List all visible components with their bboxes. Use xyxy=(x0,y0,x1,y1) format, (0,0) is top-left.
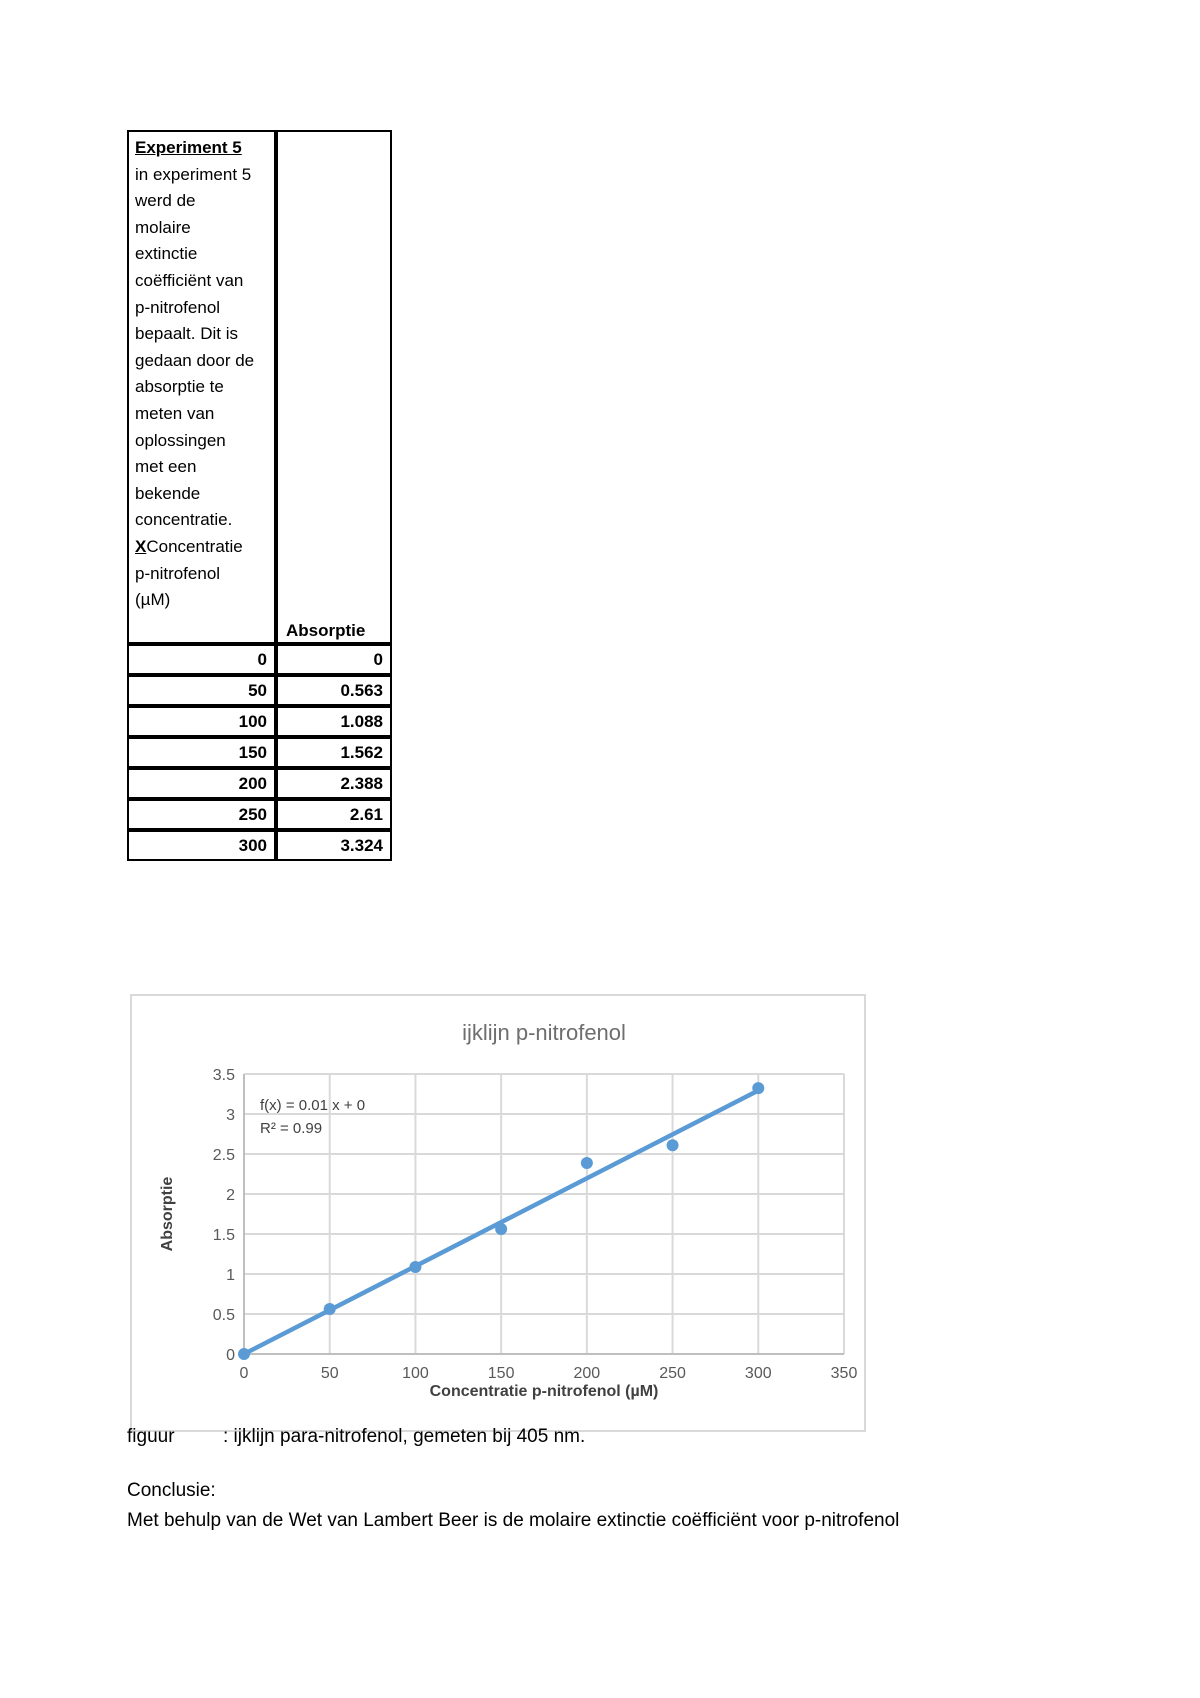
y-tick-label: 0 xyxy=(226,1347,235,1364)
trendline-r2-label: R² = 0.99 xyxy=(260,1120,322,1137)
calibration-chart: 0 0.5 1 1.5 2 2.5 3 3.5 0 50 100 150 200 250 300 350 f(x… xyxy=(130,994,866,1432)
x-tick-label: 150 xyxy=(488,1365,515,1382)
data-point-marker xyxy=(323,1302,336,1315)
data-point-marker xyxy=(409,1260,422,1273)
table-row: Experiment 5 in experiment 5 werd de mol… xyxy=(127,130,392,644)
absorptie-value: 2.388 xyxy=(276,768,392,799)
x-axis-title: Concentratie p-nitrofenol (µM) xyxy=(430,1383,659,1400)
conclusion-body: Met behulp van de Wet van Lambert Beer i… xyxy=(127,1510,900,1531)
table-row: 250 2.61 xyxy=(127,799,392,830)
y-axis-title: Absorptie xyxy=(159,1177,176,1252)
data-point-marker xyxy=(238,1348,250,1360)
experiment-description-cell: Experiment 5 in experiment 5 werd de mol… xyxy=(127,130,276,644)
absorptie-header-cell: Absorptie xyxy=(276,130,392,644)
x-tick-label: 200 xyxy=(574,1365,601,1382)
experiment-description: in experiment 5 werd de molaire extincti… xyxy=(135,164,255,530)
concentration-value: 300 xyxy=(127,830,276,861)
data-point-marker xyxy=(666,1139,679,1152)
experiment-title: Experiment 5 xyxy=(135,138,242,157)
x-tick-label: 300 xyxy=(745,1365,772,1382)
chart-title: ijklijn p-nitrofenol xyxy=(462,1020,626,1045)
absorptie-value: 0 xyxy=(276,644,392,675)
concentration-value: 250 xyxy=(127,799,276,830)
concentration-value: 150 xyxy=(127,737,276,768)
x-tick-label: 50 xyxy=(321,1365,339,1382)
figure-caption: figuur : ijklijn para-nitrofenol, gemeten… xyxy=(127,1426,585,1448)
y-tick-label: 2 xyxy=(226,1187,235,1204)
x-tick-label: 100 xyxy=(402,1365,429,1382)
y-tick-label: 2.5 xyxy=(213,1147,235,1164)
concentration-value: 50 xyxy=(127,675,276,706)
conclusion-heading: Conclusie: xyxy=(127,1480,216,1501)
table-row: 150 1.562 xyxy=(127,737,392,768)
trendline-equation-label: f(x) = 0.01 x + 0 xyxy=(260,1097,365,1114)
x-tick-label: 250 xyxy=(659,1365,686,1382)
concentration-value: 100 xyxy=(127,706,276,737)
x-axis-variable-label: XConcentratie p-nitrofenol (µM) xyxy=(135,534,272,614)
y-tick-label: 1.5 xyxy=(213,1227,235,1244)
x-tick-label: 350 xyxy=(831,1365,858,1382)
figure-caption-text: : ijklijn para-nitrofenol, gemeten bij 4… xyxy=(223,1426,586,1447)
absorptie-value: 0.563 xyxy=(276,675,392,706)
x-variable-rest: Concentratie p-nitrofenol (µM) xyxy=(135,536,243,610)
absorptie-value: 1.562 xyxy=(276,737,392,768)
y-tick-label: 3.5 xyxy=(213,1067,235,1084)
data-point-marker xyxy=(752,1082,765,1095)
absorptie-value: 1.088 xyxy=(276,706,392,737)
table-row: 300 3.324 xyxy=(127,830,392,861)
chart-svg: 0 0.5 1 1.5 2 2.5 3 3.5 0 50 100 150 200 250 300 350 f(x… xyxy=(159,1020,858,1400)
concentration-value: 0 xyxy=(127,644,276,675)
y-tick-label: 1 xyxy=(226,1267,235,1284)
table-row: 100 1.088 xyxy=(127,706,392,737)
x-tick-label: 0 xyxy=(240,1365,249,1382)
data-point-marker xyxy=(495,1223,508,1236)
y-tick-label: 3 xyxy=(226,1107,235,1124)
y-tick-label: 0.5 xyxy=(213,1307,235,1324)
table-row: 50 0.563 xyxy=(127,675,392,706)
data-point-marker xyxy=(580,1156,593,1169)
figure-caption-label: figuur xyxy=(127,1426,175,1447)
absorptie-value: 3.324 xyxy=(276,830,392,861)
experiment-data-table: Experiment 5 in experiment 5 werd de mol… xyxy=(127,130,392,861)
x-variable-prefix: X xyxy=(135,536,147,556)
table-row: 200 2.388 xyxy=(127,768,392,799)
concentration-value: 200 xyxy=(127,768,276,799)
absorptie-value: 2.61 xyxy=(276,799,392,830)
